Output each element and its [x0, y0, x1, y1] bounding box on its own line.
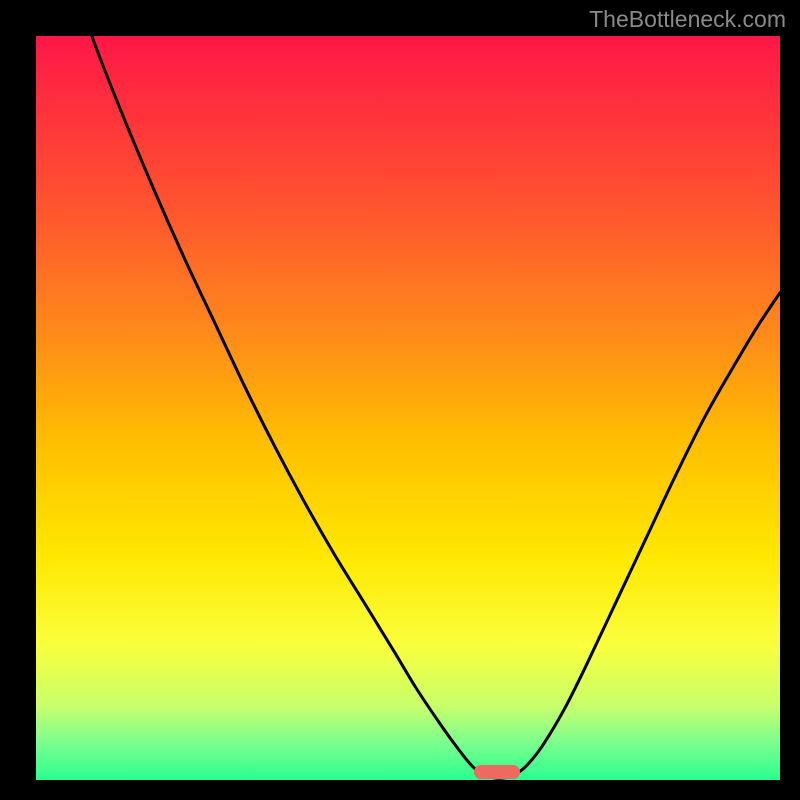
plot-area — [36, 36, 780, 780]
bottleneck-curve — [36, 36, 780, 780]
chart-container: TheBottleneck.com — [0, 0, 800, 800]
curve-path — [92, 36, 780, 778]
watermark-text: TheBottleneck.com — [589, 6, 786, 33]
optimal-range-marker — [474, 765, 520, 779]
